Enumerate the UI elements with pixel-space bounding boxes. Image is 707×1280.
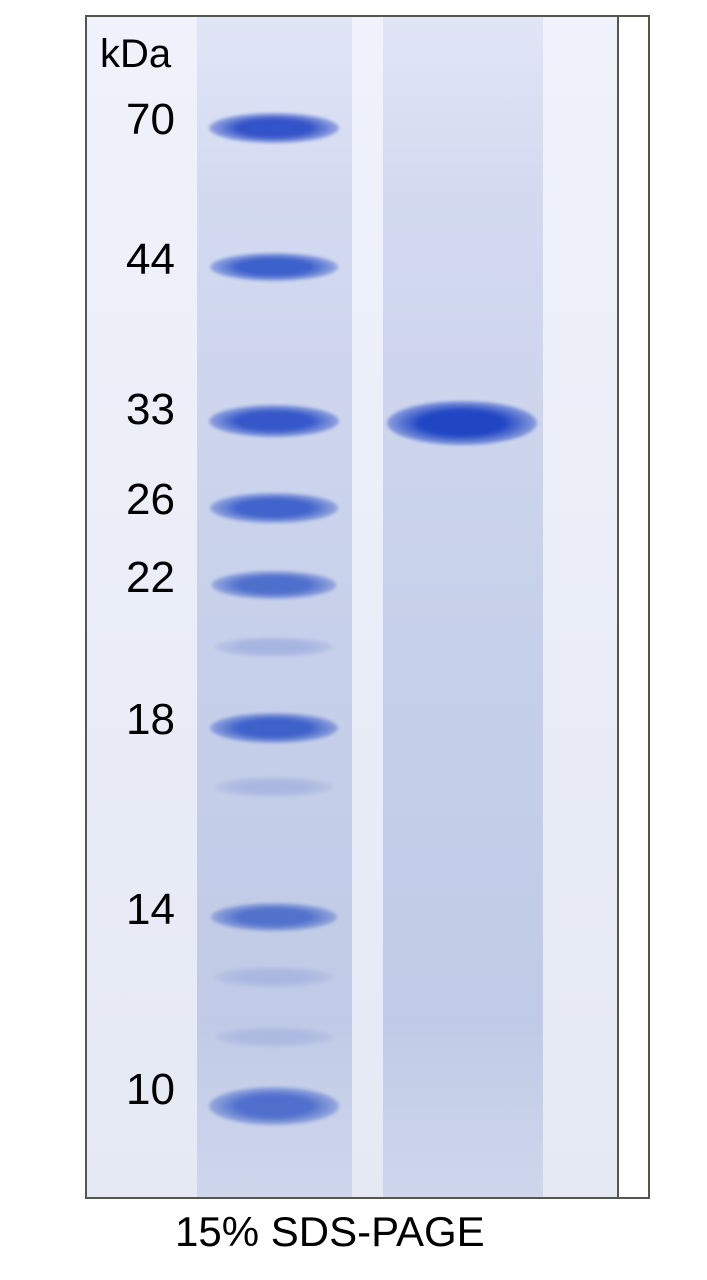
marker-band-14: [211, 903, 337, 931]
bands-layer: [87, 17, 617, 1197]
marker-band-70: [209, 113, 339, 143]
mw-label-44: 44: [95, 235, 175, 285]
marker-band-22: [212, 571, 337, 599]
marker-faint-band-1: [215, 777, 333, 797]
marker-band-44: [210, 253, 338, 281]
sample-band-0: [387, 401, 537, 445]
marker-band-18: [210, 713, 338, 743]
marker-band-10: [209, 1087, 339, 1125]
gel-frame: [85, 15, 619, 1199]
mw-label-10: 10: [95, 1065, 175, 1115]
marker-faint-band-3: [215, 1027, 333, 1047]
mw-label-70: 70: [95, 95, 175, 145]
mw-label-22: 22: [95, 553, 175, 603]
mw-label-18: 18: [95, 695, 175, 745]
marker-faint-band-0: [215, 637, 333, 657]
bottom-caption: 15% SDS-PAGE: [175, 1208, 485, 1256]
mw-label-26: 26: [95, 475, 175, 525]
figure-container: kDa 70 44 33 26 22 18 14 10 15% SDS-PAGE: [0, 0, 707, 1280]
marker-faint-band-2: [215, 967, 333, 987]
unit-label-kda: kDa: [100, 32, 171, 77]
mw-label-33: 33: [95, 385, 175, 435]
right-bracket: [618, 15, 650, 1199]
marker-band-33: [209, 405, 339, 437]
mw-label-14: 14: [95, 885, 175, 935]
marker-band-26: [210, 493, 338, 523]
